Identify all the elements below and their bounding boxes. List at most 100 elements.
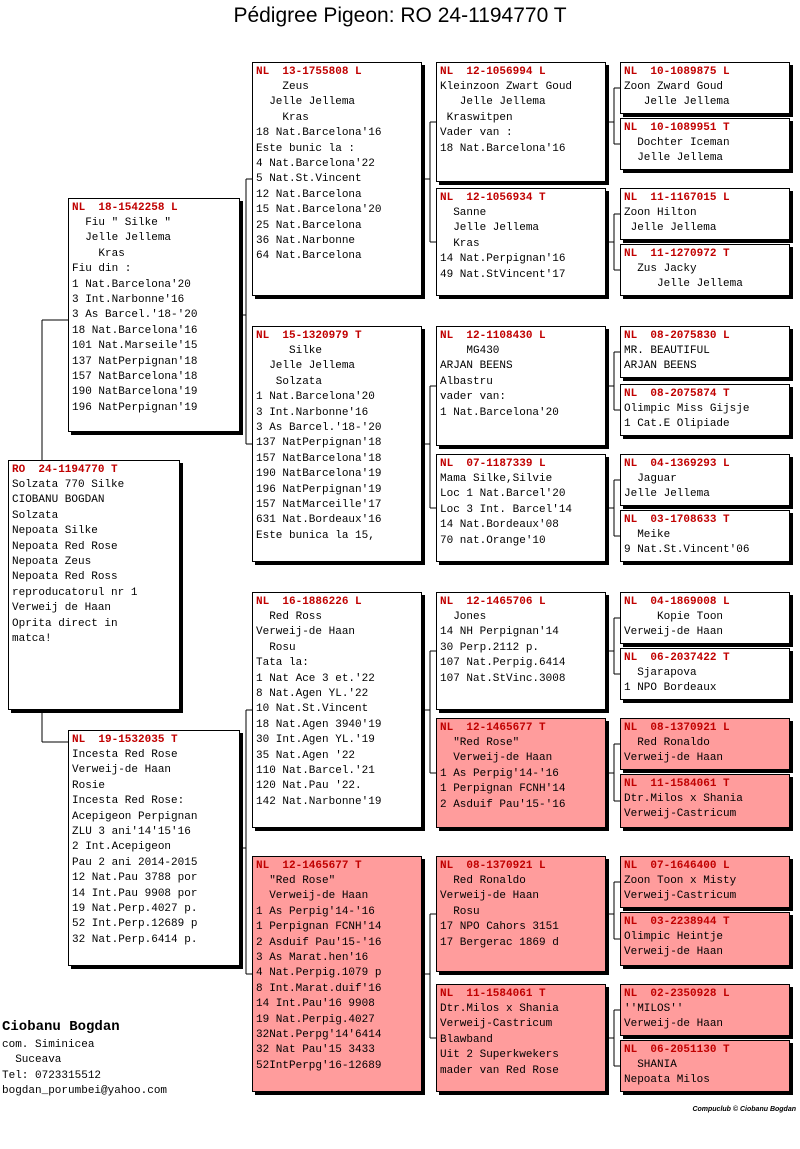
pigeon-line: Verweij-de Haan bbox=[440, 890, 540, 903]
pigeon-line: 32 Nat.Perp.6414 p. bbox=[72, 933, 198, 946]
pigeon-box: NL 10-1089875 L Zoon Zward Goud Jelle Jel… bbox=[620, 62, 790, 114]
pigeon-box: NL 18-1542258 L Fiu " Silke " Jelle Jell… bbox=[68, 198, 240, 432]
pigeon-box: NL 11-1584061 T Dtr.Milos x Shania Verweij… bbox=[620, 774, 790, 828]
pigeon-line: 32 Nat Pau'15 3433 bbox=[256, 1044, 375, 1057]
pigeon-line: Verweij-Castricum bbox=[624, 890, 737, 903]
ring-number: NL 11-1270972 T bbox=[624, 248, 730, 260]
pigeon-box: NL 08-1370921 L Red Ronaldo Verweij-de Ha… bbox=[620, 718, 790, 770]
pigeon-line: 3 Int.Narbonne'16 bbox=[72, 294, 185, 307]
pigeon-line: Kras bbox=[72, 247, 125, 260]
pigeon-line: 14 Nat.Perpignan'16 bbox=[440, 253, 566, 266]
pigeon-line: Rosie bbox=[72, 779, 106, 792]
pigeon-line: 18 Nat.Barcelona'16 bbox=[256, 127, 382, 140]
pigeon-line: 3 As Marat.hen'16 bbox=[256, 952, 369, 965]
pigeon-box: NL 11-1584061 T Dtr.Milos x Shania Verweij… bbox=[436, 984, 606, 1092]
pigeon-line: 1 Cat.E Olipiade bbox=[624, 418, 730, 431]
pigeon-line: Kraswitpen bbox=[440, 111, 513, 124]
pigeon-line: Blawband bbox=[440, 1033, 493, 1046]
pigeon-line: Kras bbox=[440, 237, 480, 250]
pigeon-line: Acepigeon Perpignan bbox=[72, 810, 198, 823]
pigeon-line: Fiu " Silke " bbox=[72, 217, 172, 229]
pigeon-line: 107 Nat.Perpig.6414 bbox=[440, 657, 566, 670]
pigeon-line: Jones bbox=[440, 611, 487, 623]
pigeon-line: 137 NatPerpignan'18 bbox=[72, 355, 198, 368]
pigeon-box: NL 07-1187339 L Mama Silke,Silvie Loc 1 Na… bbox=[436, 454, 606, 562]
pigeon-box: NL 04-1869008 L Kopie Toon Verweij-de Haa… bbox=[620, 592, 790, 644]
pigeon-line: 8 Nat.Agen YL.'22 bbox=[256, 688, 369, 701]
pigeon-line: 157 NatMarceille'17 bbox=[256, 499, 382, 512]
pigeon-line: Verweij-de Haan bbox=[624, 946, 724, 959]
pigeon-line: 17 NPO Cahors 3151 bbox=[440, 921, 559, 934]
pigeon-line: Jelle Jellema bbox=[256, 360, 356, 373]
pigeon-line: 190 NatBarcelona'19 bbox=[256, 468, 382, 481]
pigeon-line: 3 Int.Narbonne'16 bbox=[256, 406, 369, 419]
pigeon-line: Verweij-de Haan bbox=[624, 626, 724, 639]
pigeon-line: Meike bbox=[624, 529, 671, 541]
pigeon-line: 3 As Barcel.'18-'20 bbox=[256, 422, 382, 435]
pigeon-line: 107 Nat.StVinc.3008 bbox=[440, 672, 566, 685]
pigeon-box: NL 10-1089951 T Dochter Iceman Jelle Jel… bbox=[620, 118, 790, 170]
pigeon-line: Jaguar bbox=[624, 473, 677, 485]
pigeon-line: Pau 2 ani 2014-2015 bbox=[72, 856, 198, 869]
pigeon-line: 1 NPO Bordeaux bbox=[624, 682, 717, 695]
pigeon-line: 4 Nat.Barcelona'22 bbox=[256, 158, 375, 171]
pigeon-line: 5 Nat.St.Vincent bbox=[256, 173, 362, 186]
pigeon-line: Verweij-Castricum bbox=[624, 808, 737, 821]
pigeon-line: 110 Nat.Barcel.'21 bbox=[256, 765, 375, 778]
ring-number: NL 08-1370921 L bbox=[624, 722, 730, 734]
pigeon-box: NL 12-1465706 L Jones 14 NH Perpignan'14 3… bbox=[436, 592, 606, 710]
pigeon-line: 1 Nat.Barcelona'20 bbox=[440, 406, 559, 419]
pigeon-line: 1 Perpignan FCNH'14 bbox=[256, 921, 382, 934]
pigeon-line: Jelle Jellema bbox=[440, 222, 540, 235]
pigeon-line: 196 NatPerpignan'19 bbox=[72, 401, 198, 414]
pigeon-line: "Red Rose" bbox=[440, 737, 520, 749]
pigeon-line: Olimpic Heintje bbox=[624, 931, 724, 943]
pigeon-line: 14 Nat.Bordeaux'08 bbox=[440, 519, 559, 532]
pigeon-box: RO 24-1194770 T Solzata 770 Silke CIOBANU … bbox=[8, 460, 180, 710]
pigeon-line: 190 NatBarcelona'19 bbox=[72, 386, 198, 399]
pigeon-line: Zoon Zward Goud bbox=[624, 81, 724, 93]
pigeon-line: Jelle Jellema bbox=[624, 488, 710, 501]
pigeon-line: Verweij-de Haan bbox=[624, 1018, 724, 1031]
pigeon-box: NL 04-1369293 L Jaguar Jelle Jellema bbox=[620, 454, 790, 506]
pigeon-line: Verweij-de Haan bbox=[72, 764, 172, 777]
ring-number: NL 10-1089951 T bbox=[624, 122, 730, 134]
pigeon-line: Verweij de Haan bbox=[12, 602, 112, 615]
pigeon-line: 15 Nat.Barcelona'20 bbox=[256, 204, 382, 217]
pigeon-line: Vader van : bbox=[440, 127, 513, 140]
pigeon-line: Verweij-de Haan bbox=[624, 752, 724, 765]
pigeon-line: Solzata bbox=[256, 375, 323, 388]
pigeon-box: NL 12-1465677 T "Red Rose" Verweij-de Ha… bbox=[252, 856, 422, 1092]
ring-number: NL 11-1584061 T bbox=[440, 988, 546, 1000]
pigeon-line: Dtr.Milos x Shania bbox=[440, 1003, 559, 1015]
pigeon-line: Jelle Jellema bbox=[624, 222, 717, 235]
breeder-line: bogdan_porumbei@yahoo.com bbox=[2, 1085, 168, 1098]
pigeon-line: 52IntPerpg'16-12689 bbox=[256, 1059, 382, 1072]
ring-number: NL 12-1056934 T bbox=[440, 192, 546, 204]
pigeon-line: 4 Nat.Perpig.1079 p bbox=[256, 967, 382, 980]
ring-number: NL 16-1886226 L bbox=[256, 596, 362, 608]
pigeon-line: Zus Jacky bbox=[624, 263, 697, 275]
pigeon-line: Jelle Jellema bbox=[72, 232, 172, 245]
pigeon-line: Silke bbox=[256, 345, 323, 357]
pigeon-line: 1 Nat.Barcelona'20 bbox=[72, 278, 191, 291]
ring-number: RO 24-1194770 T bbox=[12, 464, 118, 476]
pigeon-line: Loc 1 Nat.Barcel'20 bbox=[440, 488, 566, 501]
pigeon-line: 25 Nat.Barcelona bbox=[256, 219, 362, 232]
pigeon-line: 19 Nat.Perp.4027 p. bbox=[72, 903, 198, 916]
pigeon-line: Kopie Toon bbox=[624, 611, 724, 623]
pigeon-line: SHANIA bbox=[624, 1059, 677, 1071]
pigeon-box: NL 13-1755808 L Zeus Jelle Jellema Kras 1… bbox=[252, 62, 422, 296]
ring-number: NL 12-1465677 T bbox=[256, 860, 362, 872]
ring-number: NL 07-1646400 L bbox=[624, 860, 730, 872]
pigeon-box: NL 19-1532035 T Incesta Red Rose Verweij-d… bbox=[68, 730, 240, 966]
pigeon-box: NL 07-1646400 L Zoon Toon x Misty Verweij-… bbox=[620, 856, 790, 908]
ring-number: NL 04-1369293 L bbox=[624, 458, 730, 470]
pigeon-box: NL 02-2350928 L ''MILOS'' Verweij-de Haan bbox=[620, 984, 790, 1036]
ring-number: NL 12-1465706 L bbox=[440, 596, 546, 608]
pigeon-line: 36 Nat.Narbonne bbox=[256, 235, 356, 248]
pigeon-line: Dtr.Milos x Shania bbox=[624, 793, 743, 805]
pigeon-line: Nepoata Red Rose bbox=[12, 540, 118, 553]
pigeon-box: NL 06-2051130 T SHANIA Nepoata Milos bbox=[620, 1040, 790, 1092]
